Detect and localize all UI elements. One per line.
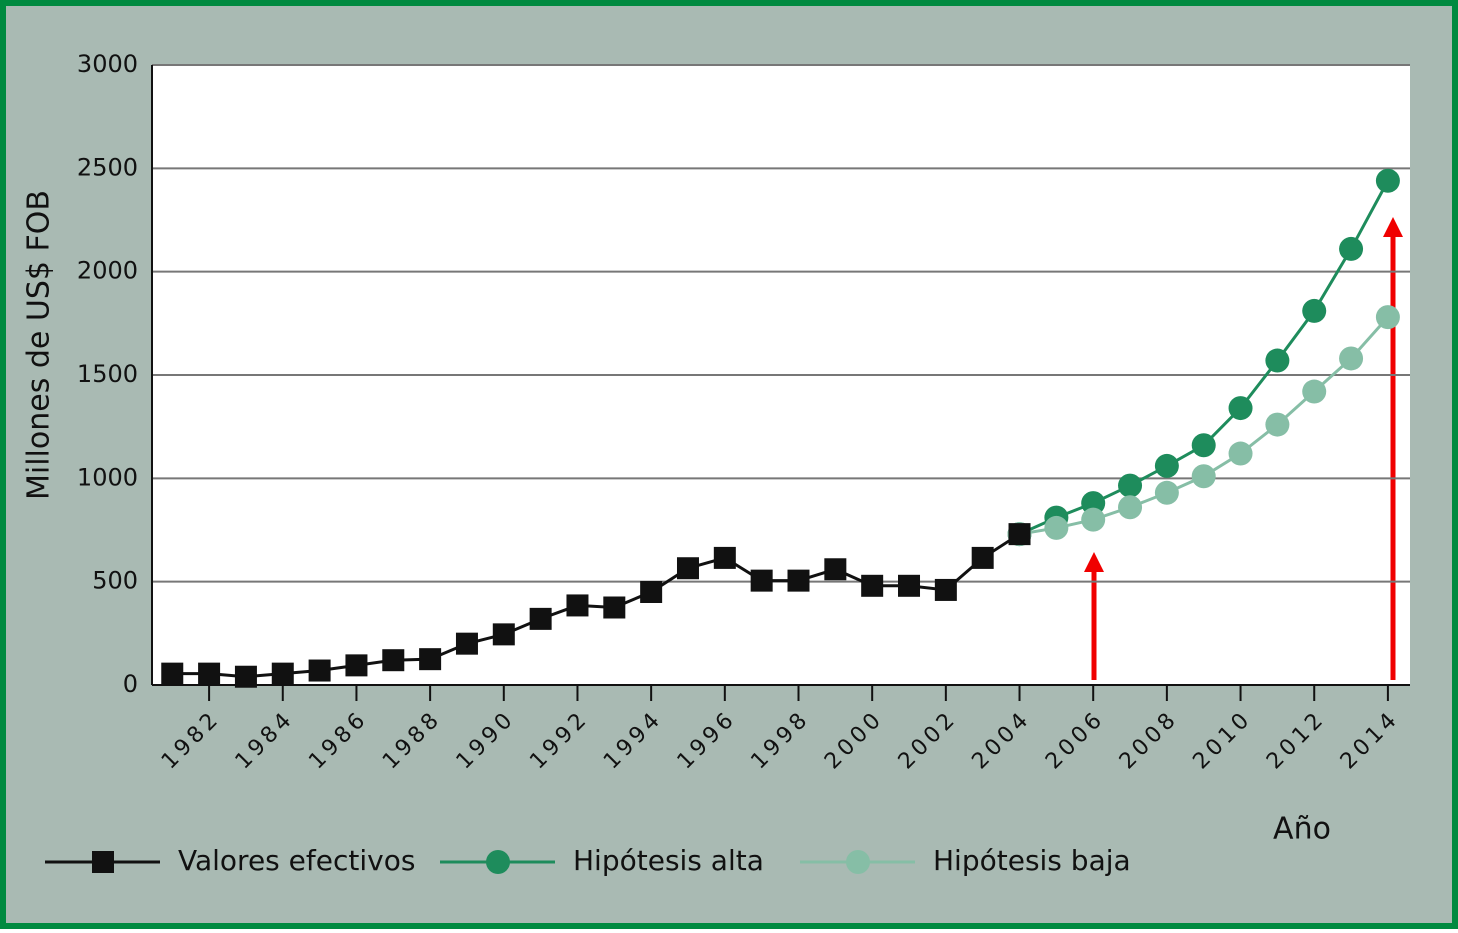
marker [419, 648, 442, 671]
marker [640, 581, 663, 603]
marker [234, 665, 257, 688]
marker [1118, 495, 1143, 520]
marker [1302, 298, 1327, 323]
marker [1191, 433, 1216, 458]
marker [971, 546, 994, 569]
marker [566, 594, 589, 617]
x-axis-label: Año [1273, 812, 1331, 847]
marker [1375, 305, 1400, 330]
marker [1154, 453, 1179, 478]
marker [1081, 491, 1106, 516]
marker [308, 659, 331, 682]
marker [713, 546, 736, 569]
y-tick-label: 3000 [77, 50, 138, 78]
marker [1081, 507, 1106, 532]
y-tick-label: 2500 [77, 153, 138, 181]
marker [271, 662, 294, 685]
marker [676, 557, 699, 580]
marker [934, 578, 957, 601]
marker [345, 654, 368, 677]
marker [492, 623, 515, 646]
legend-label: Hipótesis baja [933, 844, 1131, 877]
marker [1044, 515, 1069, 540]
legend-label: Hipótesis alta [573, 844, 764, 877]
legend-label: Valores efectivos [178, 844, 415, 877]
y-tick-label: 1000 [77, 463, 138, 491]
marker [161, 662, 184, 685]
marker [198, 662, 221, 685]
y-tick-label: 0 [123, 670, 138, 698]
marker [824, 558, 847, 581]
marker [1265, 348, 1290, 373]
marker [898, 574, 921, 597]
legend-marker [846, 850, 870, 874]
legend-marker [486, 850, 510, 874]
marker [1154, 480, 1179, 505]
y-tick-label: 2000 [77, 257, 138, 285]
marker [1008, 523, 1031, 546]
legend-item: Valores efectivos [45, 844, 415, 877]
marker [1375, 168, 1400, 193]
marker [1191, 464, 1216, 489]
y-tick-label: 500 [92, 567, 138, 595]
legend-marker [92, 851, 114, 873]
marker [750, 569, 773, 592]
marker [861, 574, 884, 597]
y-axis-label: Millones de US$ FOB [22, 190, 57, 500]
legend-item: Hipótesis baja [800, 844, 1131, 877]
marker [1302, 379, 1327, 404]
marker [382, 649, 405, 672]
marker [1339, 346, 1364, 371]
legend-item: Hipótesis alta [440, 844, 764, 877]
marker [1339, 236, 1364, 261]
marker [1228, 441, 1253, 466]
marker [455, 632, 478, 655]
marker [529, 607, 552, 630]
marker [1228, 396, 1253, 421]
marker [1118, 473, 1143, 498]
marker [1265, 412, 1290, 437]
marker [787, 569, 810, 592]
marker [603, 596, 626, 619]
y-tick-label: 1500 [77, 360, 138, 388]
